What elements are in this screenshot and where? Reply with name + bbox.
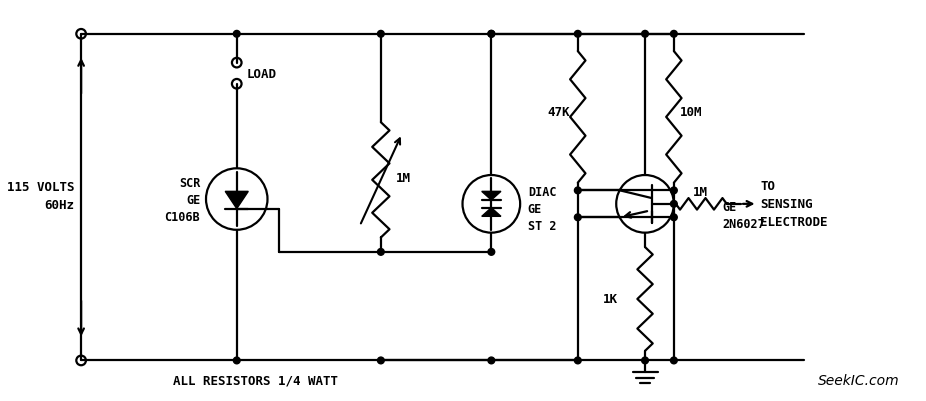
Circle shape xyxy=(670,201,677,208)
Text: 47K: 47K xyxy=(547,106,570,119)
Text: DIAC
GE
ST 2: DIAC GE ST 2 xyxy=(528,186,557,233)
Circle shape xyxy=(670,31,677,38)
Text: 1K: 1K xyxy=(603,293,619,306)
Circle shape xyxy=(233,357,240,364)
Circle shape xyxy=(378,357,384,364)
Text: GE
2N6027: GE 2N6027 xyxy=(722,201,765,231)
Circle shape xyxy=(574,188,582,194)
Polygon shape xyxy=(225,192,248,209)
Circle shape xyxy=(378,249,384,255)
Circle shape xyxy=(488,357,494,364)
Circle shape xyxy=(642,357,648,364)
Text: SCR
GE
C106B: SCR GE C106B xyxy=(165,176,200,223)
Circle shape xyxy=(488,31,494,38)
Text: SeekIC.com: SeekIC.com xyxy=(818,373,900,387)
Text: 115 VOLTS
60Hz: 115 VOLTS 60Hz xyxy=(6,180,74,211)
Polygon shape xyxy=(482,192,501,200)
Circle shape xyxy=(233,31,240,38)
Polygon shape xyxy=(482,208,501,217)
Circle shape xyxy=(574,215,582,221)
Circle shape xyxy=(670,357,677,364)
Text: 1M: 1M xyxy=(396,172,411,185)
Circle shape xyxy=(378,31,384,38)
Text: TO
SENSING
ELECTRODE: TO SENSING ELECTRODE xyxy=(760,180,828,229)
Text: ALL RESISTORS 1/4 WATT: ALL RESISTORS 1/4 WATT xyxy=(173,373,339,386)
Circle shape xyxy=(670,188,677,194)
Text: LOAD: LOAD xyxy=(246,67,276,81)
Text: 10M: 10M xyxy=(680,106,702,119)
Text: 1M: 1M xyxy=(693,185,707,198)
Circle shape xyxy=(574,357,582,364)
Circle shape xyxy=(642,31,648,38)
Circle shape xyxy=(488,31,494,38)
Circle shape xyxy=(488,249,494,255)
Circle shape xyxy=(574,31,582,38)
Circle shape xyxy=(670,215,677,221)
